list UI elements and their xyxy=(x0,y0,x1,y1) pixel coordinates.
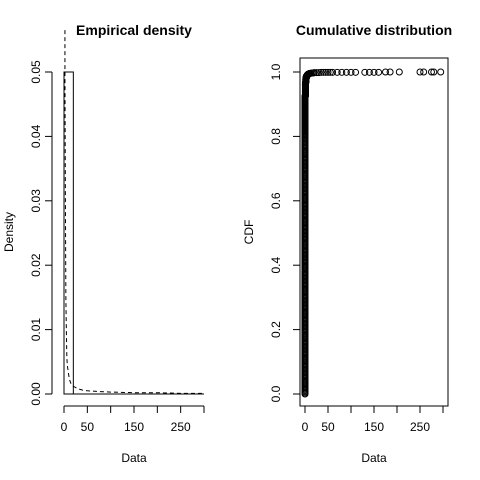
density-y-tick-label: 0.05 xyxy=(29,60,43,84)
density-bar xyxy=(63,71,74,395)
density-x-tick-label: 0 xyxy=(61,420,68,434)
cdf-point xyxy=(347,68,355,76)
density-bars xyxy=(63,71,204,395)
cdf-point xyxy=(338,68,346,76)
density-y-tick-label: 0.00 xyxy=(29,382,43,406)
cdf-point xyxy=(329,68,337,76)
cdf-point xyxy=(342,68,350,76)
density-y-tick-label: 0.02 xyxy=(29,253,43,277)
density-x-tick-label: 150 xyxy=(124,420,144,434)
cdf-y-tick-label: 0.8 xyxy=(269,128,283,145)
cdf-point xyxy=(370,68,378,76)
density-curve xyxy=(64,30,204,394)
cdf-x-tick-label: 50 xyxy=(321,420,335,434)
cdf-plot-box xyxy=(299,57,449,407)
cdf-y-tick-label: 0.2 xyxy=(269,321,283,338)
cdf-points xyxy=(301,68,445,398)
cdf-point xyxy=(428,68,435,76)
cdf-point xyxy=(326,68,334,76)
cdf-x-axis: 0 50 150 250 xyxy=(302,405,444,434)
cdf-point xyxy=(365,68,373,76)
cdf-y-tick-label: 0.6 xyxy=(269,192,283,209)
cdf-ylabel: CDF xyxy=(242,220,256,245)
cdf-point xyxy=(416,68,424,76)
cdf-point xyxy=(310,69,318,77)
cdf-point xyxy=(375,68,383,76)
density-panel: Empirical density Data Density 0 50 150 250… xyxy=(2,22,205,465)
cdf-point xyxy=(322,68,330,76)
density-x-tick-label: 250 xyxy=(171,420,191,434)
density-x-tick-label: 50 xyxy=(81,420,95,434)
cdf-point xyxy=(324,68,332,76)
cdf-y-tick-label: 1.0 xyxy=(269,63,283,80)
density-x-axis: 0 50 150 250 xyxy=(61,405,205,434)
cdf-point xyxy=(319,68,327,76)
cdf-point xyxy=(315,69,323,77)
cdf-x-tick-label: 250 xyxy=(410,420,430,434)
cdf-point xyxy=(395,68,403,76)
cdf-point xyxy=(333,68,341,76)
density-y-tick-label: 0.01 xyxy=(29,318,43,342)
cdf-x-tick-label: 0 xyxy=(302,420,309,434)
density-xlabel: Data xyxy=(121,451,147,465)
cdf-point xyxy=(361,68,369,76)
cdf-point xyxy=(352,68,360,76)
cdf-y-tick-label: 0.4 xyxy=(269,257,283,274)
cdf-panel: Cumulative distribution Data CDF 0 50 150 2… xyxy=(242,22,452,465)
cdf-point xyxy=(437,68,445,76)
cdf-point xyxy=(313,69,320,77)
cdf-point xyxy=(420,68,428,76)
cdf-title: Cumulative distribution xyxy=(296,22,452,38)
cdf-point xyxy=(386,68,394,76)
density-ylabel: Density xyxy=(2,212,16,252)
cdf-point xyxy=(430,68,438,76)
cdf-xlabel: Data xyxy=(361,451,387,465)
cdf-point xyxy=(317,68,325,76)
density-y-tick-label: 0.03 xyxy=(29,189,43,213)
cdf-y-tick-label: 0.0 xyxy=(269,385,283,402)
density-y-axis: 0.00 0.01 0.02 0.03 0.04 0.05 xyxy=(29,60,53,406)
density-title: Empirical density xyxy=(76,22,192,38)
density-y-tick-label: 0.04 xyxy=(29,124,43,148)
cdf-point xyxy=(382,68,389,76)
cdf-y-axis: 0.0 0.2 0.4 0.6 0.8 1.0 xyxy=(269,63,300,402)
cdf-x-tick-label: 150 xyxy=(364,420,384,434)
